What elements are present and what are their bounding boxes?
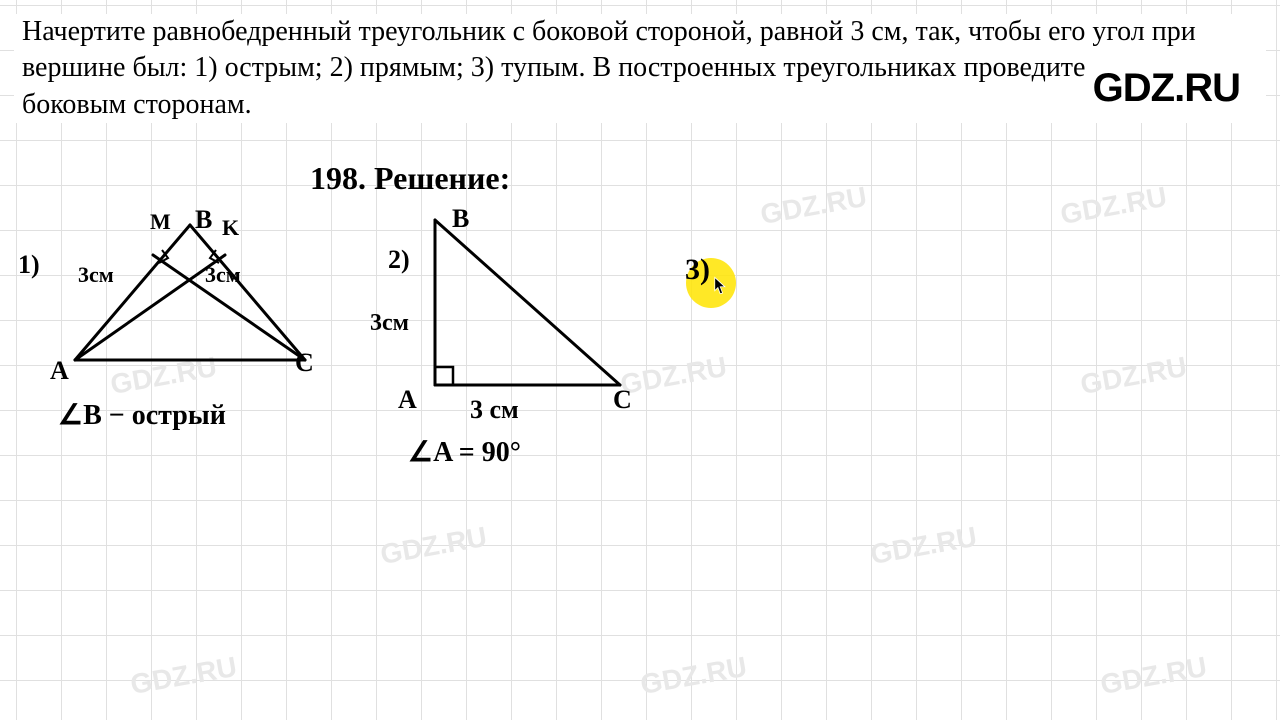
diagram2-triangle <box>395 205 645 405</box>
diagram1-side-left: 3см <box>78 262 114 288</box>
cursor-pointer-icon <box>714 276 728 296</box>
diagram1-angle-note: ∠B − острый <box>58 398 226 432</box>
problem-text: Начертите равнобедренный треугольник с б… <box>22 14 1258 123</box>
diagram2-vertex-A: A <box>398 385 417 415</box>
diagram1-triangle <box>45 205 335 380</box>
diagram1-vertex-C: C <box>295 348 314 378</box>
diagram1-vertex-M: M <box>150 209 171 235</box>
diagram1-vertex-K: K <box>222 215 239 241</box>
diagram2-angle-note: ∠A = 90° <box>408 435 521 469</box>
diagram2-vertex-B: B <box>452 204 469 234</box>
diagram2-side-left: 3см <box>370 310 409 337</box>
diagram1-vertex-B: B <box>195 205 212 235</box>
diagram1-number: 1) <box>18 250 40 280</box>
diagram3-number: 3) <box>685 253 710 287</box>
diagram2-vertex-C: C <box>613 385 632 415</box>
diagram1-vertex-A: A <box>50 356 69 386</box>
problem-statement-box: Начертите равнобедренный треугольник с б… <box>14 14 1266 123</box>
diagram1-side-right: 3см <box>205 262 241 288</box>
diagram2-base: 3 см <box>470 395 519 425</box>
solution-title: 198. Решение: <box>310 160 510 197</box>
gdz-logo: GDZ.RU <box>1085 62 1248 115</box>
